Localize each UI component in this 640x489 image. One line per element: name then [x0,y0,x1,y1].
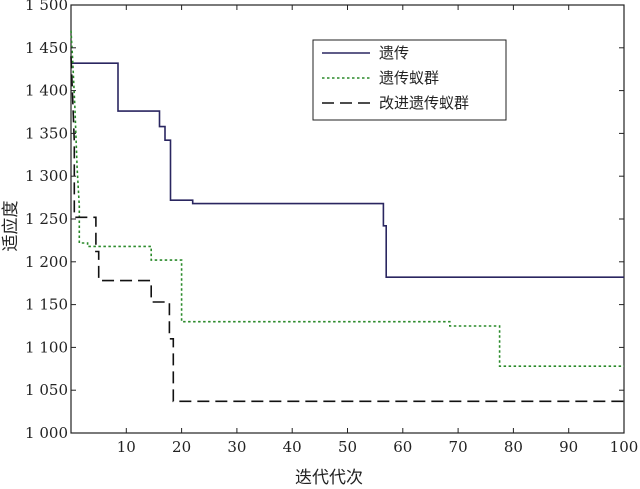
legend-box [312,39,507,121]
series-line-2 [70,30,624,368]
x-tick-label: 40 [283,438,302,456]
y-tick-label: 1 050 [25,381,68,399]
x-tick-label: 90 [559,438,578,456]
y-tick-label: 1 000 [25,424,68,442]
series-line-1 [71,62,624,279]
y-axis-title: 适应度 [1,201,21,252]
x-tick-label: 80 [504,438,523,456]
y-tick-label: 1 300 [25,167,68,185]
x-tick-label: 10 [117,438,136,456]
series-layer [70,30,624,403]
legend-label-series-3: 改进遗传蚁群 [379,94,469,112]
x-tick-label: 70 [449,438,468,456]
legend-label-series-1: 遗传 [379,44,409,62]
x-tick-label: 30 [227,438,246,456]
y-tick-label: 1 450 [25,39,68,57]
legend-label-series-2: 遗传蚁群 [379,69,439,87]
y-tick-label: 1 400 [25,82,68,100]
y-tick-label: 1 500 [25,0,68,14]
x-tick-label: 60 [393,438,412,456]
y-tick-label: 1 100 [25,338,68,356]
x-axis-title: 迭代代次 [295,468,363,488]
x-tick-label: 50 [338,438,357,456]
y-tick-label: 1 350 [25,124,68,142]
y-tick-label: 1 150 [25,296,68,314]
x-tick-label: 100 [610,438,639,456]
y-tick-label: 1 200 [25,253,68,271]
x-axis: 10 20 30 40 50 60 70 80 90 100 [117,5,639,456]
legend: 遗传 遗传蚁群 改进遗传蚁群 [312,39,507,121]
series-line-3 [70,56,624,403]
x-tick-label: 20 [172,438,191,456]
y-axis: 1 000 1 050 1 100 1 150 1 200 1 250 1 300 1 350… [25,0,624,442]
y-tick-label: 1 250 [25,210,68,228]
